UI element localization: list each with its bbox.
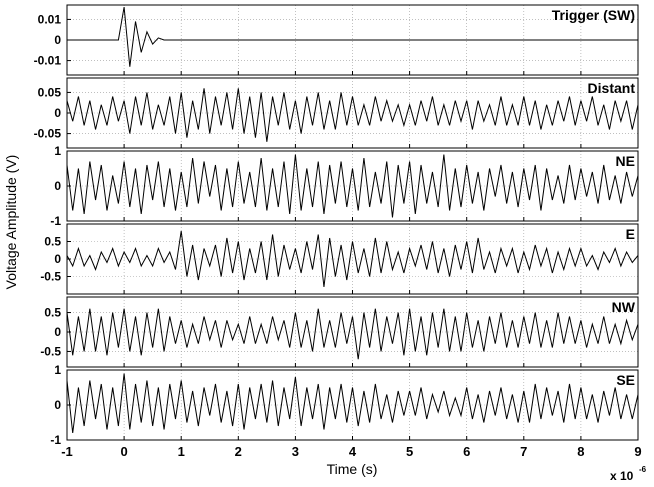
y-tick-label: 0 — [54, 252, 61, 266]
x-tick-label: 2 — [235, 444, 242, 459]
signal-line — [66, 308, 639, 360]
panel-title: E — [626, 226, 635, 242]
y-tick-label: -0.05 — [34, 127, 62, 141]
axes-frame — [66, 4, 639, 76]
signal-line — [67, 6, 638, 67]
y-tick-label: -0.5 — [40, 344, 61, 358]
x-multiplier: x 10 — [610, 469, 634, 483]
y-tick-label: 1 — [54, 144, 61, 158]
y-tick-label: 0.01 — [38, 12, 62, 26]
panel-title: NW — [612, 299, 636, 315]
signal-line — [66, 230, 639, 288]
x-tick-label: 8 — [577, 444, 584, 459]
panel-title: Distant — [588, 80, 636, 96]
y-tick-label: -1 — [50, 214, 61, 228]
x-axis-label: Time (s) — [327, 461, 378, 477]
y-tick-label: -1 — [50, 433, 61, 447]
panel-title: SE — [616, 372, 635, 388]
signal-line — [66, 88, 639, 142]
panel-title: NE — [616, 153, 635, 169]
y-tick-label: -0.5 — [40, 270, 61, 284]
x-tick-label: 3 — [292, 444, 299, 459]
x-tick-label: -1 — [61, 444, 73, 459]
signal-line — [66, 373, 639, 434]
x-tick-label: 1 — [178, 444, 185, 459]
y-axis-label: Voltage Amplitude (V) — [3, 155, 19, 290]
y-tick-label: 1 — [54, 363, 61, 377]
x-exponent: -6 — [639, 465, 647, 474]
x-tick-label: 0 — [120, 444, 127, 459]
x-tick-label: 5 — [406, 444, 413, 459]
x-tick-label: 6 — [463, 444, 470, 459]
y-tick-label: -0.01 — [34, 54, 62, 68]
y-tick-label: 0 — [54, 179, 61, 193]
axes-frame — [66, 150, 639, 222]
y-tick-label: 0 — [54, 33, 61, 47]
axes-frame — [66, 77, 639, 149]
y-tick-label: 0.5 — [44, 306, 61, 320]
signal-line — [66, 154, 639, 218]
y-tick-label: 0 — [54, 398, 61, 412]
axes-frame — [66, 223, 639, 295]
y-tick-label: 0 — [54, 106, 61, 120]
y-tick-label: 0.05 — [38, 85, 62, 99]
axes-frame — [66, 296, 639, 368]
x-tick-label: 9 — [634, 444, 641, 459]
y-tick-label: 0.5 — [44, 235, 61, 249]
x-tick-label: 7 — [520, 444, 527, 459]
axes-frame — [66, 369, 639, 441]
y-tick-label: 0 — [54, 325, 61, 339]
x-tick-label: 4 — [349, 444, 357, 459]
panel-title: Trigger (SW) — [552, 7, 635, 23]
